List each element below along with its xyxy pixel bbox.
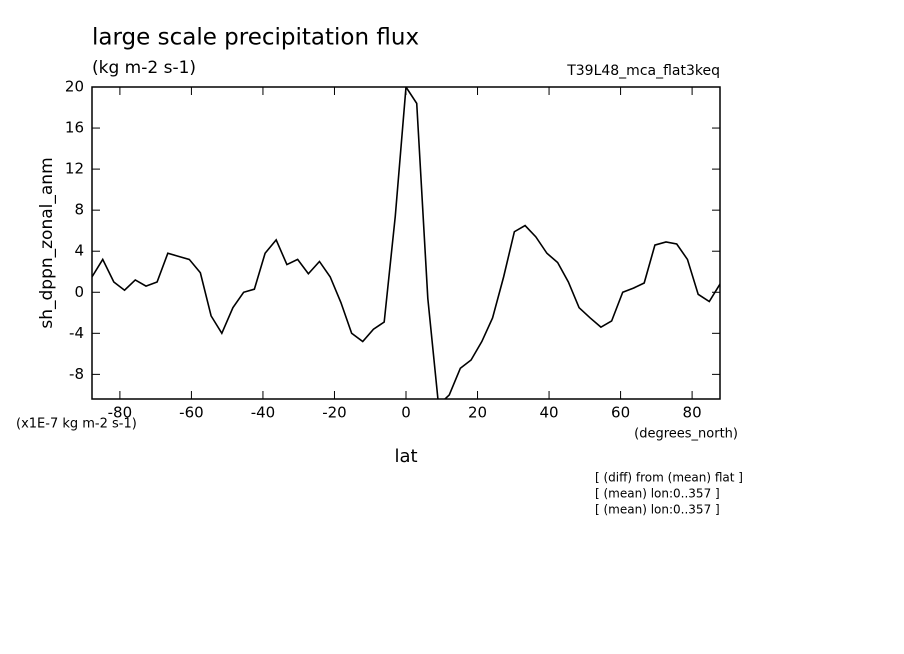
y-tick-label: 16 xyxy=(65,119,84,137)
y-tick-label: 8 xyxy=(74,201,84,219)
data-line xyxy=(92,87,720,399)
x-tick-label: 80 xyxy=(683,404,702,422)
chart-subtitle: (kg m-2 s-1) xyxy=(92,58,196,78)
x-tick-label: 20 xyxy=(468,404,487,422)
note: [ (mean) lon:0..357 ] xyxy=(595,503,720,517)
y-tick-label: 20 xyxy=(65,78,84,96)
chart-title: large scale precipitation flux xyxy=(92,25,419,51)
y-unit-label: (x1E-7 kg m-2 s-1) xyxy=(16,417,137,432)
x-tick-label: -60 xyxy=(179,404,204,422)
y-tick-label: 4 xyxy=(74,242,84,260)
note: [ (mean) lon:0..357 ] xyxy=(595,487,720,501)
note: [ (diff) from (mean) flat ] xyxy=(595,471,743,485)
x-tick-label: 40 xyxy=(540,404,559,422)
run-label: T39L48_mca_flat3keq xyxy=(566,63,720,79)
y-tick-label: -8 xyxy=(69,365,84,383)
x-tick-label: -80 xyxy=(108,404,133,422)
plot-frame xyxy=(91,86,721,400)
x-tick-label: -20 xyxy=(322,404,347,422)
x-tick-label: -40 xyxy=(251,404,276,422)
y-tick-label: -4 xyxy=(69,324,84,342)
x-axis-label: lat xyxy=(394,446,417,467)
x-unit-label: (degrees_north) xyxy=(634,427,738,442)
y-tick-label: 0 xyxy=(74,283,84,301)
y-axis-label: sh_dppn_zonal_anm xyxy=(37,157,57,328)
y-tick-label: 12 xyxy=(65,160,84,178)
x-tick-label: 0 xyxy=(401,404,411,422)
x-tick-label: 60 xyxy=(611,404,630,422)
